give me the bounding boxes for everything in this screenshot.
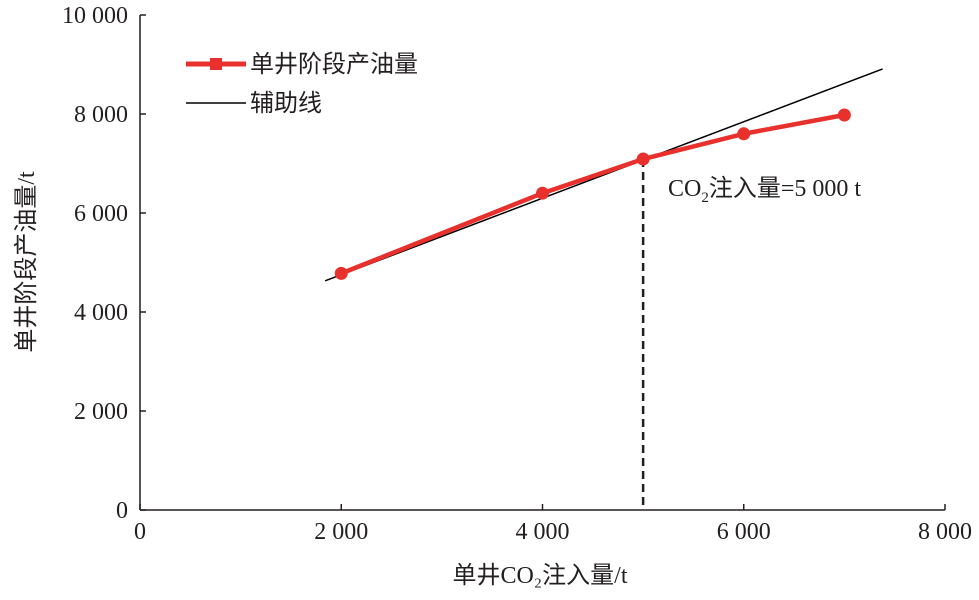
- x-tick-label: 4 000: [516, 519, 570, 545]
- y-tick-label: 10 000: [62, 3, 128, 29]
- series: [324, 68, 883, 510]
- x-axis-label: 单井CO₂注入量/t: [452, 562, 627, 589]
- y-axis-label: 单井阶段产油量/t: [13, 171, 40, 353]
- x-tick-label: 8 000: [918, 519, 972, 545]
- legend-label-aux: 辅助线: [250, 90, 322, 117]
- data-point: [636, 152, 650, 166]
- data-point: [737, 127, 751, 141]
- y-tick-label: 0: [116, 498, 128, 524]
- aux-line: [324, 68, 883, 282]
- data-point: [837, 108, 851, 122]
- y-tick-label: 2 000: [74, 399, 128, 425]
- legend-marker-oil: [210, 58, 222, 70]
- data-point: [334, 266, 348, 280]
- axes: [139, 15, 945, 511]
- x-tick-label: 6 000: [717, 519, 771, 545]
- data-point: [536, 186, 549, 200]
- legend-label-oil: 单井阶段产油量: [250, 51, 418, 78]
- y-tick-label: 6 000: [74, 201, 128, 227]
- x-tick-label: 0: [134, 519, 146, 545]
- y-tick-label: 4 000: [74, 300, 128, 326]
- y-tick-label: 8 000: [74, 102, 128, 128]
- x-tick-label: 2 000: [314, 519, 368, 545]
- ticks: 0 2 000 4 000 6 000 8 000 0 2 000 4 000 6 000 8 0…: [62, 3, 972, 545]
- annotation: CO2注入量=5 000 t: [668, 175, 861, 206]
- legend: 单井阶段产油量 辅助线: [186, 51, 418, 117]
